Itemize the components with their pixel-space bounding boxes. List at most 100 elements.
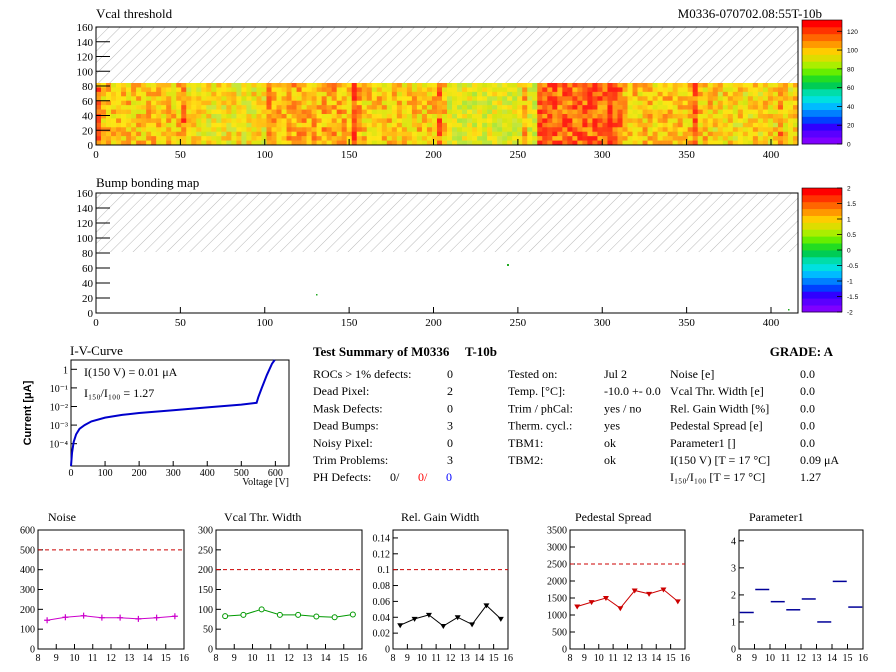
scale-swatch	[802, 298, 842, 306]
scale-swatch	[802, 263, 842, 272]
heat-cell	[356, 122, 363, 128]
heat-cell	[512, 96, 518, 102]
heat-cell	[96, 140, 102, 146]
heat-cell	[186, 91, 192, 97]
heat-cell	[396, 87, 403, 93]
heat-cell	[627, 83, 633, 88]
heat-cell	[667, 105, 673, 110]
heat-cell	[226, 114, 232, 119]
heat-cell	[627, 118, 633, 124]
heat-cell	[497, 91, 503, 97]
heat-cell	[236, 87, 242, 93]
heat-cell	[572, 136, 578, 141]
heat-cell	[191, 118, 197, 124]
heat-cell	[497, 131, 503, 137]
heat-cell	[246, 96, 252, 102]
heat-cell	[406, 127, 413, 133]
heat-cell	[201, 118, 207, 124]
heat-cell	[737, 87, 744, 93]
heat-cell	[482, 140, 488, 146]
x-tick-label: 100	[257, 317, 274, 329]
heat-cell	[522, 83, 528, 88]
heat-cell	[657, 105, 663, 110]
heat-cell	[487, 140, 493, 146]
heat-cell	[572, 118, 578, 124]
heat-cell	[121, 87, 127, 93]
heat-cell	[627, 131, 633, 137]
heat-cell	[747, 83, 754, 88]
heat-cell	[642, 109, 648, 115]
heat-cell	[156, 87, 162, 93]
heat-cell	[156, 109, 162, 115]
heat-cell	[211, 131, 217, 137]
heat-cell	[161, 109, 167, 115]
heat-cell	[96, 109, 102, 115]
heat-cell	[341, 91, 348, 97]
heat-cell	[376, 140, 383, 146]
x-tick-label: 50	[175, 149, 187, 161]
heat-cell	[642, 96, 648, 102]
x-tick-label: 15	[339, 653, 349, 664]
heat-cell	[276, 122, 282, 128]
heat-cell	[161, 136, 167, 141]
heat-cell	[241, 122, 247, 128]
heat-cell	[627, 109, 633, 115]
heat-cell	[727, 118, 734, 124]
heat-cell	[221, 122, 227, 128]
heat-cell	[587, 105, 593, 110]
heat-cell	[391, 91, 398, 97]
heat-cell	[181, 114, 187, 119]
x-tick-label: 10	[70, 653, 80, 664]
x-tick-label: 15	[843, 653, 853, 664]
x-tick-label: 13	[460, 653, 470, 664]
heat-cell	[371, 140, 378, 146]
heat-cell	[792, 109, 799, 115]
heat-cell	[276, 87, 282, 93]
heat-cell	[752, 140, 759, 146]
heat-cell	[176, 118, 182, 124]
heat-cell	[767, 127, 774, 133]
heat-cell	[722, 136, 729, 141]
heat-cell	[346, 136, 353, 141]
heat-cell	[326, 109, 332, 115]
heat-cell	[692, 140, 699, 146]
heat-cell	[211, 114, 217, 119]
heat-cell	[667, 83, 673, 88]
heat-cell	[241, 96, 247, 102]
heat-cell	[391, 118, 398, 124]
scale-tick-label: -1.5	[847, 294, 859, 301]
heat-cell	[116, 122, 122, 128]
heat-cell	[562, 131, 568, 137]
heat-cell	[196, 127, 202, 133]
heat-cell	[732, 140, 739, 146]
y-tick-label: 140	[77, 37, 94, 49]
heat-cell	[602, 96, 608, 102]
heat-cell	[291, 118, 297, 124]
heat-cell	[722, 140, 729, 146]
heat-cell	[386, 131, 393, 137]
heat-cell	[687, 109, 693, 115]
heat-cell	[421, 83, 428, 88]
heat-cell	[667, 96, 673, 102]
heat-cell	[266, 87, 272, 93]
heat-cell	[121, 131, 127, 137]
heat-cell	[582, 127, 588, 133]
scale-tick-label: 0	[847, 142, 851, 149]
heat-cell	[221, 96, 227, 102]
heat-cell	[361, 127, 368, 133]
heat-cell	[266, 96, 272, 102]
chart-title: Noise	[48, 510, 76, 524]
heat-cell	[582, 105, 588, 110]
heat-cell	[311, 96, 317, 102]
heat-cell	[351, 91, 358, 97]
heat-cell	[647, 122, 653, 128]
heat-cell	[386, 96, 393, 102]
heat-cell	[617, 131, 623, 137]
heat-cell	[321, 136, 327, 141]
heat-cell	[181, 122, 187, 128]
heat-cell	[597, 87, 603, 93]
heat-cell	[261, 87, 267, 93]
heat-cell	[331, 96, 337, 102]
heat-cell	[547, 100, 553, 106]
heat-cell	[707, 127, 714, 133]
